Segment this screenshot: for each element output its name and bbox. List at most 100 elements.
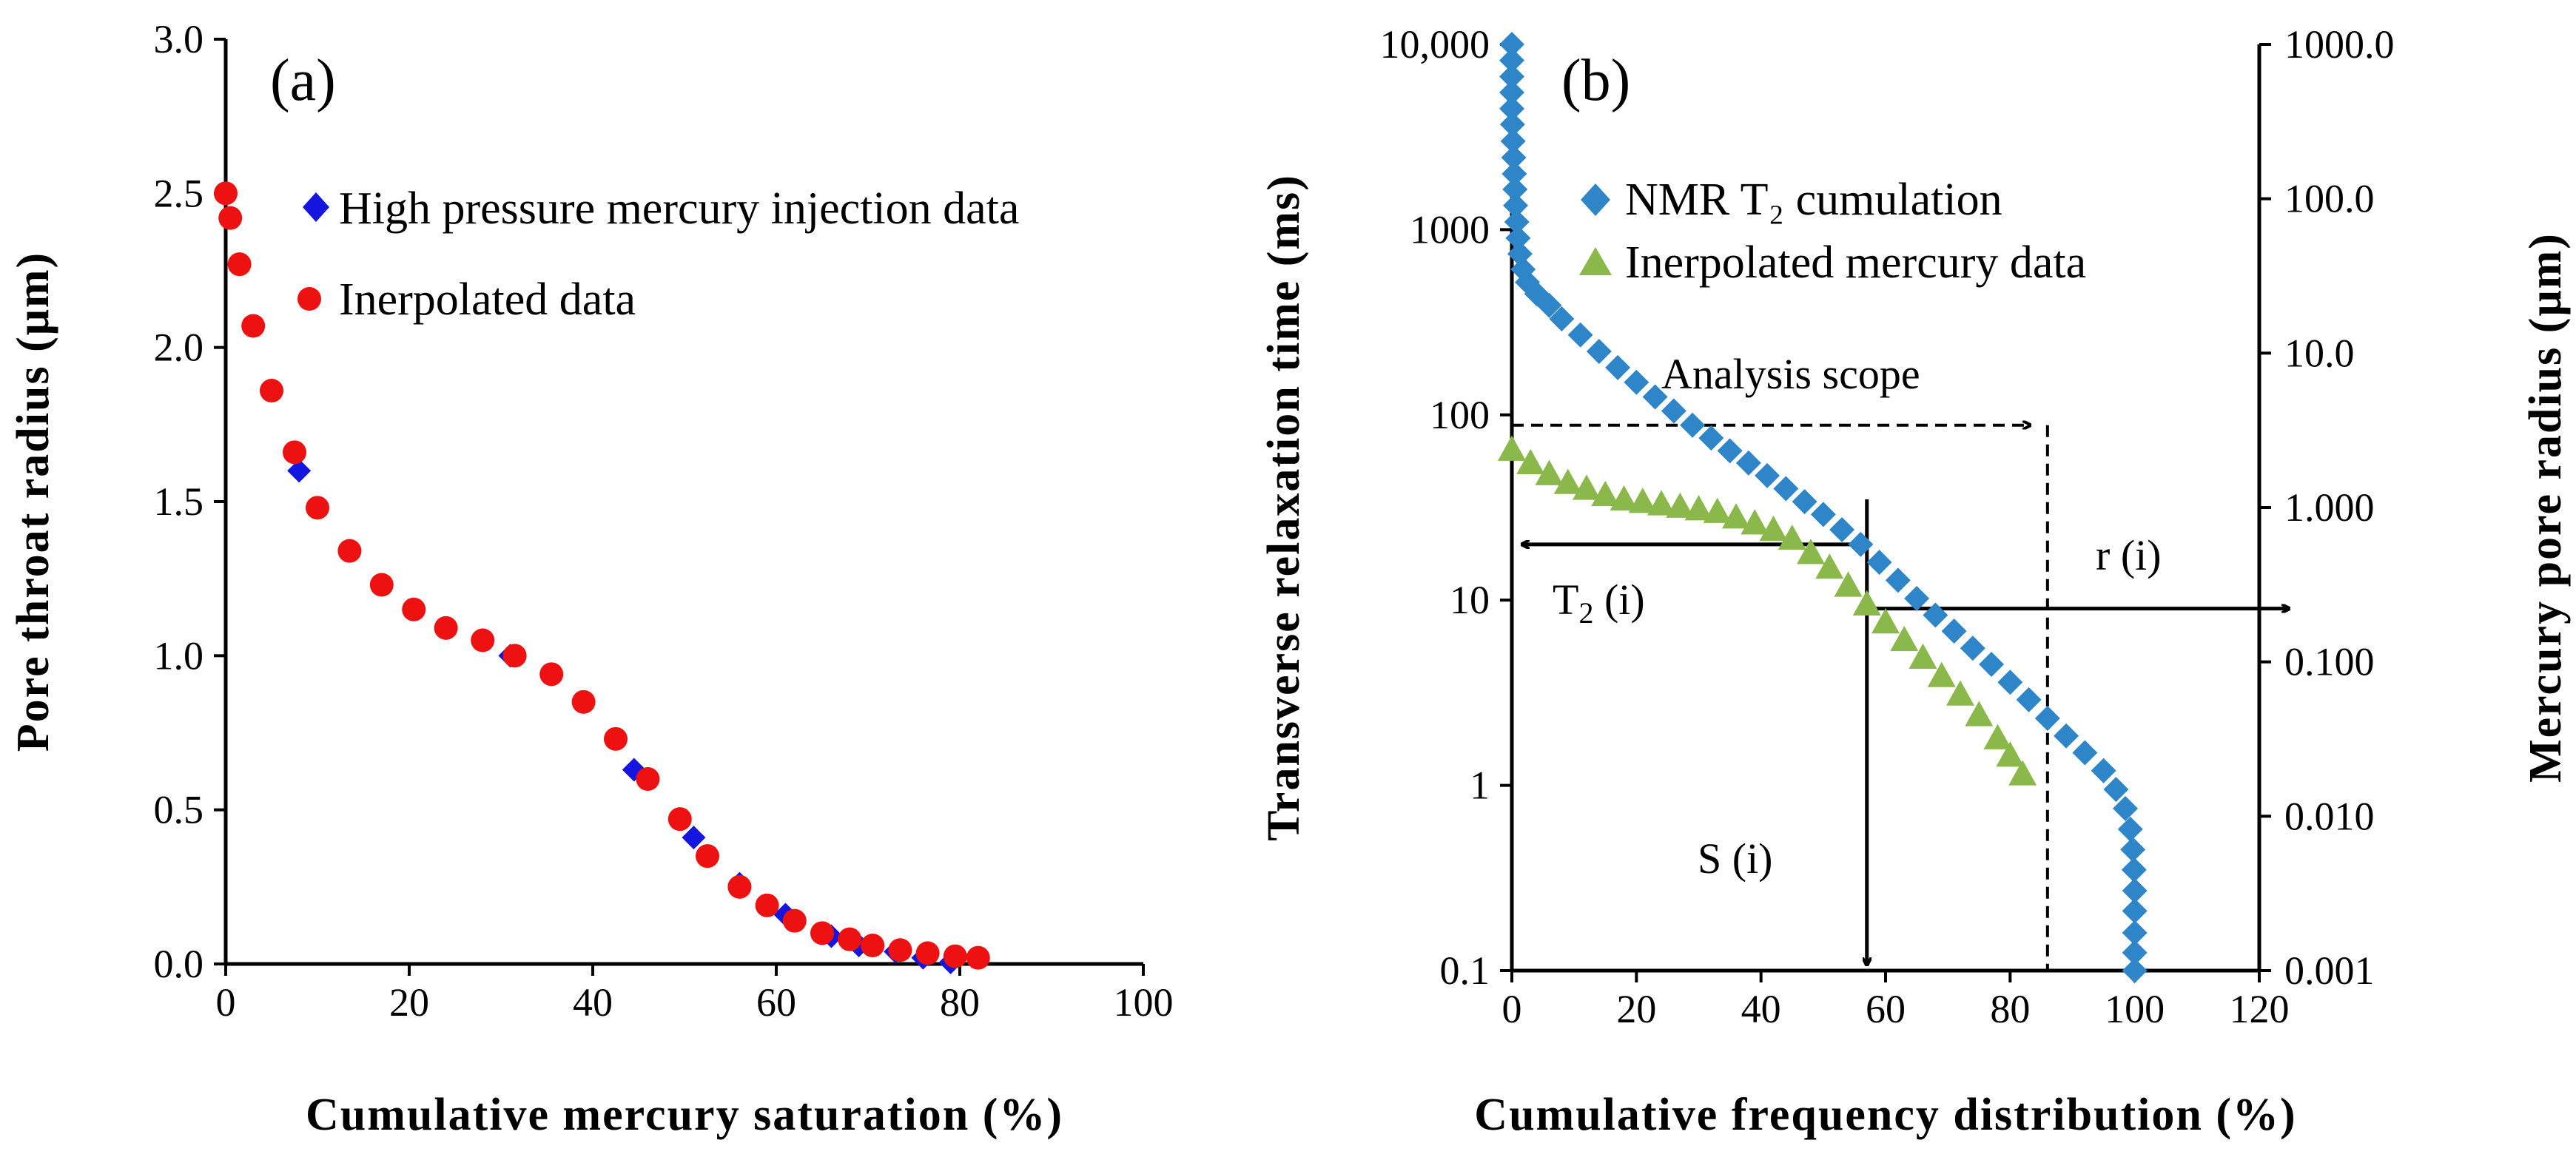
- b-point-nmr: [1829, 516, 1855, 542]
- b-y-tick-label-left: 10,000: [1380, 22, 1490, 67]
- b-y-tick-label-left: 1: [1470, 763, 1490, 808]
- a-point-interpolated: [306, 496, 329, 520]
- b-point-mercury: [1666, 492, 1695, 518]
- a-point-interpolated: [636, 767, 660, 791]
- a-point-interpolated: [696, 844, 719, 869]
- b-annotation-r: r (i): [2096, 531, 2162, 579]
- b-point-nmr: [2121, 857, 2147, 883]
- a-point-interpolated: [861, 934, 885, 957]
- b-point-nmr: [1605, 354, 1631, 380]
- a-panel-label: (a): [270, 48, 336, 113]
- b-x-tick-label: 120: [2230, 987, 2290, 1031]
- b-point-mercury: [1741, 509, 1769, 535]
- a-point-interpolated: [539, 662, 564, 687]
- b-point-nmr: [1923, 602, 1948, 628]
- a-y-tick-label: 0.0: [154, 942, 204, 986]
- b-point-nmr: [1904, 586, 1930, 612]
- b-x-tick-label: 40: [1741, 987, 1781, 1031]
- b-point-nmr: [1501, 144, 1527, 170]
- b-point-mercury: [1573, 474, 1601, 500]
- a-point-interpolated: [283, 440, 306, 465]
- a-point-interpolated: [241, 314, 266, 338]
- b-y-axis-label-right: Mercury pore radius (μm): [2520, 232, 2571, 783]
- b-x-axis-label: Cumulative frequency distribution (%): [1474, 1090, 2296, 1140]
- b-point-nmr: [2103, 777, 2129, 803]
- b-point-mercury: [1722, 503, 1750, 529]
- b-point-mercury: [1834, 571, 1863, 597]
- b-point-nmr: [1504, 209, 1530, 235]
- a-point-interpolated: [337, 539, 362, 563]
- b-point-nmr: [2072, 740, 2098, 766]
- b-point-nmr: [1503, 192, 1529, 218]
- a-point-interpolated: [502, 644, 527, 668]
- a-point-interpolated: [810, 921, 834, 945]
- b-point-mercury: [1797, 539, 1825, 564]
- b-point-mercury: [1965, 701, 1994, 726]
- b-y-tick-label-left: 100: [1430, 393, 1490, 437]
- b-point-mercury: [1684, 495, 1713, 521]
- b-point-mercury: [1647, 490, 1675, 516]
- b-point-nmr: [1997, 670, 2023, 695]
- b-point-nmr: [2117, 816, 2143, 842]
- a-point-interpolated: [838, 927, 862, 951]
- b-point-mercury: [1872, 608, 1900, 634]
- b-point-mercury: [1909, 643, 1937, 669]
- b-point-nmr: [2122, 898, 2148, 924]
- a-x-tick-label: 100: [1114, 980, 1174, 1025]
- a-point-interpolated: [369, 573, 394, 597]
- b-point-mercury: [1852, 590, 1881, 616]
- a-point-interpolated: [782, 908, 807, 933]
- b-point-nmr: [1680, 412, 1706, 438]
- b-point-mercury: [1890, 625, 1919, 652]
- a-point-interpolated: [218, 206, 243, 230]
- b-point-nmr: [1792, 489, 1817, 515]
- b-point-nmr: [1499, 47, 1524, 73]
- b-y-tick-label-right: 10.0: [2284, 331, 2355, 375]
- a-point-interpolated: [604, 726, 628, 751]
- a-point-interpolated: [571, 689, 596, 714]
- b-point-nmr: [2120, 837, 2146, 863]
- b-annotation-s: S (i): [1698, 834, 1773, 883]
- b-point-mercury: [1983, 724, 2012, 749]
- a-y-axis-label: Pore throat radius (μm): [8, 252, 58, 752]
- a-x-tick-label: 80: [940, 980, 980, 1025]
- b-point-nmr: [1866, 550, 1892, 576]
- a-point-interpolated: [943, 944, 967, 968]
- b-y-tick-label-right: 0.100: [2284, 640, 2375, 684]
- a-x-axis-label: Cumulative mercury saturation (%): [306, 1090, 1063, 1140]
- b-point-nmr: [1501, 161, 1527, 187]
- a-point-interpolated: [260, 379, 283, 402]
- b-annotation-t2-sub: 2: [1578, 596, 1593, 630]
- panel-b: 0 20 40 60 80 100 120 0.1 1 10 100 1000 10,000 0.001 0…: [1259, 22, 2571, 1140]
- a-y-tick-label: 1.0: [154, 633, 204, 678]
- b-point-nmr: [1773, 476, 1799, 502]
- b-y-tick-label-right: 0.010: [2284, 794, 2375, 838]
- b-x-tick-label: 60: [1866, 987, 1906, 1031]
- b-point-mercury: [1703, 497, 1732, 523]
- a-legend-diamond-marker: [303, 192, 329, 222]
- a-point-interpolated: [915, 941, 940, 965]
- b-legend-diamond-marker: [1581, 183, 1610, 216]
- b-point-nmr: [2034, 706, 2060, 732]
- a-y-tick-label: 1.5: [154, 479, 204, 524]
- b-y-tick-label-right: 1.000: [2284, 485, 2375, 530]
- b-point-nmr: [2016, 687, 2042, 712]
- b-point-nmr: [2091, 758, 2116, 783]
- b-x-tick-label: 0: [1502, 987, 1522, 1031]
- b-panel-label: (b): [1561, 48, 1630, 113]
- b-y-tick-label-left: 10: [1450, 578, 1490, 622]
- b-point-nmr: [1661, 398, 1686, 424]
- b-annotation-t2-suffix: (i): [1593, 576, 1644, 624]
- b-point-mercury: [2008, 760, 2037, 786]
- b-point-mercury: [1996, 741, 2025, 767]
- b-legend-entry-1: NMR T₂ cumulation: [1625, 175, 2002, 225]
- a-x-tick-label: 40: [573, 980, 613, 1025]
- b-x-tick-label: 100: [2105, 987, 2165, 1031]
- b-legend-triangle-marker: [1579, 247, 1612, 275]
- b-point-mercury: [1516, 448, 1545, 475]
- b-point-nmr: [1505, 225, 1531, 251]
- a-point-hp-mercury: [682, 826, 706, 850]
- b-x-tick-label: 20: [1616, 987, 1656, 1031]
- b-point-mercury: [1591, 480, 1620, 507]
- b-point-mercury: [1498, 435, 1526, 461]
